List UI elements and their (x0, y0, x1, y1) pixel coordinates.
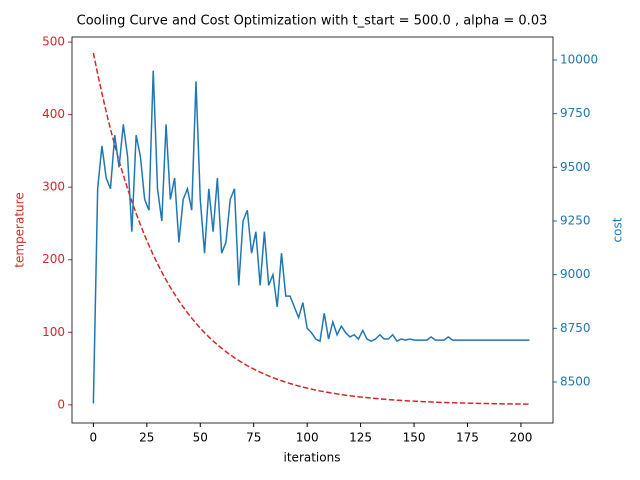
x-tick-label: 200 (509, 431, 532, 445)
temperature-line (92, 52, 530, 405)
y2-tick-label: 9250 (560, 213, 591, 227)
plot-frame (71, 36, 554, 424)
x-tick-label: 125 (349, 431, 372, 445)
y-tick-label: 0 (57, 397, 65, 411)
x-tick-label: 75 (246, 431, 261, 445)
x-tick-label: 100 (296, 431, 319, 445)
y2-axis-label: cost (611, 217, 625, 242)
y2-tick-label: 8750 (560, 321, 591, 335)
y2-tick-label: 9750 (560, 106, 591, 120)
y2-tick-label: 9500 (560, 160, 591, 174)
cost-line (92, 70, 530, 404)
y-tick-label: 100 (42, 325, 65, 339)
x-tick-label: 175 (456, 431, 479, 445)
x-tick-label: 0 (90, 431, 98, 445)
y-tick-label: 300 (42, 180, 65, 194)
y-tick-label: 400 (42, 107, 65, 121)
x-tick-label: 150 (403, 431, 426, 445)
x-tick-label: 25 (139, 431, 154, 445)
y2-tick-label: 8500 (560, 374, 591, 388)
y2-tick-label: 9000 (560, 267, 591, 281)
y2-tick-label: 10000 (560, 52, 598, 66)
x-tick-label: 50 (193, 431, 208, 445)
y-tick-label: 500 (42, 35, 65, 49)
x-axis-label: iterations (284, 451, 341, 465)
y-tick-label: 200 (42, 252, 65, 266)
chart-title: Cooling Curve and Cost Optimization with… (77, 14, 548, 29)
y-axis-label: temperature (13, 192, 27, 267)
